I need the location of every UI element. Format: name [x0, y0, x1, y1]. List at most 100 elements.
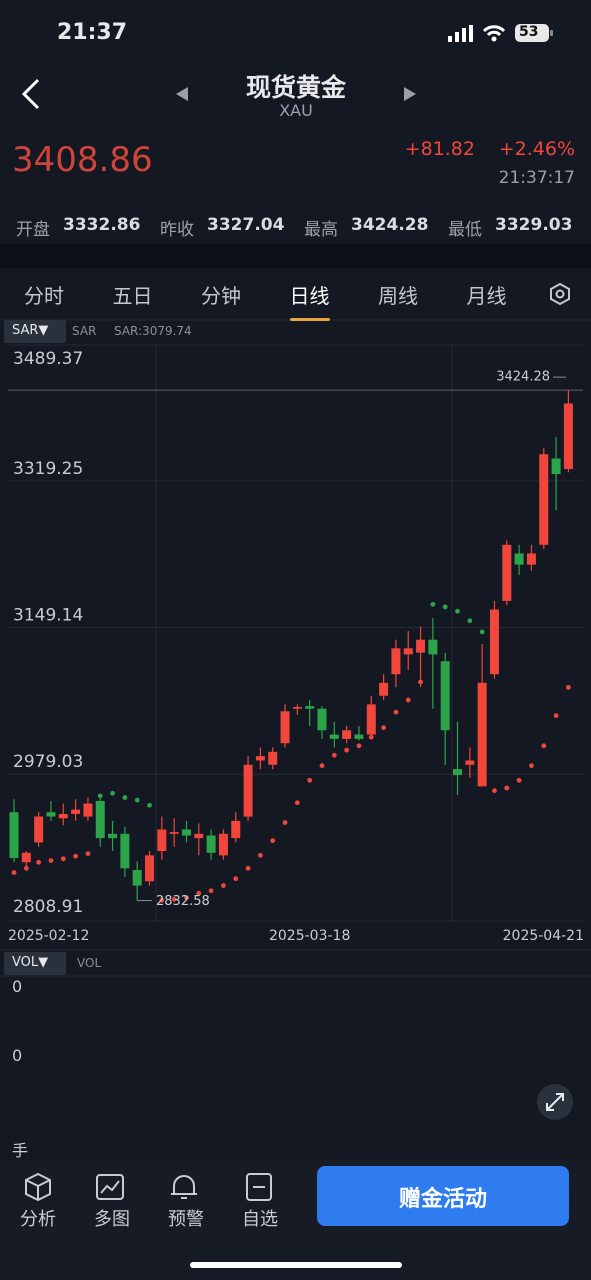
signal-icon — [448, 25, 473, 42]
tab[interactable]: 日线 — [289, 280, 330, 321]
sar-dot — [529, 763, 534, 769]
sar-dot — [442, 604, 448, 610]
candle-body — [145, 855, 155, 882]
sar-dot — [455, 608, 460, 614]
sar-dot — [134, 797, 140, 803]
vol-axis-label: 0 — [12, 1046, 23, 1065]
candle-body — [181, 829, 191, 836]
wifi-icon — [491, 36, 497, 42]
y-tick-label: 3149.14 — [13, 606, 83, 626]
sar-dot — [381, 725, 386, 731]
stat-value: 3329.03 — [495, 215, 573, 235]
candle-body — [255, 756, 265, 761]
sar-dot — [85, 851, 91, 857]
candle-body — [280, 711, 290, 744]
cta-button[interactable] — [317, 1166, 569, 1226]
candle-body — [231, 820, 241, 839]
settings-icon[interactable] — [550, 282, 570, 306]
tab[interactable]: 月线 — [466, 284, 507, 308]
nav-item[interactable]: 自选 — [242, 1209, 278, 1230]
price: 3408.86 — [12, 140, 153, 180]
indicator-button-label[interactable]: SAR▼ — [12, 323, 49, 338]
sar-dot — [48, 858, 54, 863]
sar-dot — [122, 795, 128, 800]
candle-body — [354, 734, 364, 739]
candle-body — [379, 682, 389, 696]
sar-dot — [11, 870, 17, 876]
tab[interactable]: 五日 — [112, 284, 153, 308]
nav-item[interactable]: 预警 — [168, 1209, 204, 1230]
tab[interactable]: 分时 — [24, 284, 64, 308]
candle-body — [366, 704, 376, 735]
candle-body — [21, 852, 31, 863]
quote-time: 21:37:17 — [498, 168, 575, 188]
candle-body — [403, 648, 413, 655]
candle-body — [9, 812, 19, 858]
candle-body — [453, 769, 463, 776]
nav-icon[interactable] — [25, 1172, 51, 1202]
settings-icon[interactable] — [555, 289, 565, 299]
sar-dot — [541, 743, 547, 749]
candle-body — [46, 812, 56, 817]
sar-dot — [516, 777, 522, 783]
sar-dot — [60, 856, 66, 862]
y-tick-label: 3489.37 — [13, 349, 83, 369]
nav-item[interactable]: 多图 — [94, 1209, 130, 1230]
candle-body — [120, 833, 130, 869]
indicator-button[interactable] — [4, 952, 66, 975]
candle-body — [539, 454, 549, 545]
sar-dot — [36, 859, 42, 865]
prev-arrow[interactable] — [176, 87, 188, 101]
sar-dot — [196, 890, 202, 896]
nav-icon[interactable] — [171, 1175, 197, 1199]
subtitle: XAU — [279, 101, 313, 120]
tab[interactable]: 周线 — [378, 284, 418, 308]
battery-icon — [515, 24, 549, 42]
candle-body — [416, 639, 426, 653]
vol-axis-label: 0 — [12, 977, 23, 996]
indicator-button[interactable] — [4, 320, 66, 343]
candle-body — [206, 835, 216, 853]
candle-body — [440, 661, 450, 731]
tab[interactable]: 分钟 — [201, 284, 241, 308]
y-tick-label: 2979.03 — [13, 752, 83, 772]
sar-dot — [418, 679, 423, 685]
x-tick-label: 2025-02-12 — [8, 928, 89, 944]
sar-dot — [344, 747, 350, 753]
stat-label: 昨收 — [160, 220, 194, 240]
battery-icon — [550, 30, 553, 36]
wifi-icon — [482, 25, 506, 37]
candle-body — [268, 751, 278, 765]
sar-dot — [294, 800, 300, 806]
nav-icon[interactable] — [96, 1174, 124, 1200]
candle-body — [83, 803, 93, 817]
cta-label[interactable]: 赠金活动 — [398, 1187, 488, 1212]
sar-dot — [184, 895, 189, 901]
candle-body — [58, 813, 68, 819]
sar-dot — [258, 852, 263, 858]
vol-button-label[interactable]: VOL▼ — [12, 955, 49, 970]
sar-dot — [23, 865, 29, 871]
candle-body — [391, 648, 401, 675]
nav-icon — [100, 1180, 120, 1194]
sar-dot — [97, 793, 103, 799]
candle-body — [34, 816, 44, 843]
nav-icon[interactable] — [246, 1173, 272, 1201]
candle-body — [194, 833, 204, 839]
sar-dot — [270, 838, 276, 844]
back-button[interactable] — [21, 78, 40, 110]
vol-unit: 手 — [12, 1141, 29, 1160]
candle-body — [342, 730, 352, 739]
next-arrow[interactable] — [404, 87, 416, 101]
x-tick-label: 2025-03-18 — [269, 928, 350, 944]
sar-dot — [368, 734, 374, 740]
sar-dot — [553, 713, 559, 719]
separator — [0, 244, 591, 268]
candle-body — [305, 706, 315, 709]
sar-dot — [393, 709, 399, 715]
candle-body — [477, 682, 487, 787]
nav-item[interactable]: 分析 — [20, 1209, 56, 1230]
battery-level: 53 — [519, 24, 539, 40]
vol-name: VOL — [77, 956, 102, 970]
